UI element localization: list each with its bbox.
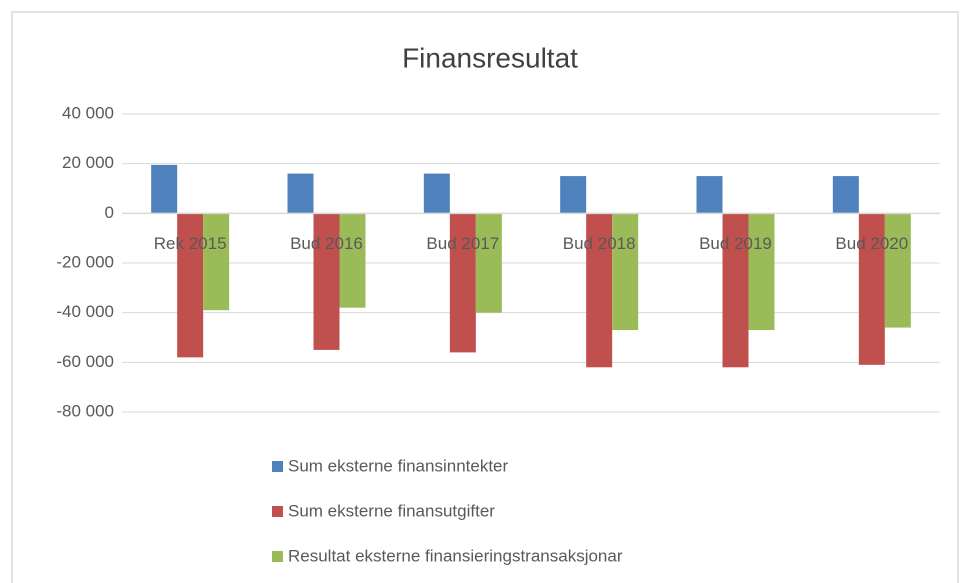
y-tick-label: -80 000 (56, 401, 114, 420)
bar (339, 213, 366, 308)
y-tick-label: 20 000 (62, 153, 114, 172)
chart-title: Finansresultat (402, 42, 578, 73)
bar (560, 176, 587, 214)
legend-swatch (272, 506, 283, 517)
bar (287, 173, 314, 214)
bar (722, 213, 749, 368)
legend-swatch (272, 461, 283, 472)
y-tick-label: -60 000 (56, 352, 114, 371)
y-tick-label: -40 000 (56, 302, 114, 321)
x-tick-label: Rek 2015 (154, 234, 227, 253)
bar (832, 176, 859, 214)
x-tick-label: Bud 2020 (835, 234, 908, 253)
bar (612, 213, 639, 331)
bar (177, 213, 204, 358)
bar (203, 213, 230, 311)
legend-label: Sum eksterne finansutgifter (288, 501, 495, 520)
x-tick-label: Bud 2018 (563, 234, 636, 253)
bar (748, 213, 775, 331)
bar (858, 213, 885, 365)
legend-label: Sum eksterne finansinntekter (288, 456, 509, 475)
bar (449, 213, 476, 353)
bar (313, 213, 340, 350)
y-tick-label: 0 (105, 203, 114, 222)
x-tick-label: Bud 2016 (290, 234, 363, 253)
bar (586, 213, 613, 368)
bar (884, 213, 911, 328)
x-tick-label: Bud 2017 (426, 234, 499, 253)
bar (696, 176, 723, 214)
bar (423, 173, 450, 214)
y-tick-label: -20 000 (56, 252, 114, 271)
legend-swatch (272, 551, 283, 562)
bar (475, 213, 502, 313)
x-tick-label: Bud 2019 (699, 234, 772, 253)
legend-label: Resultat eksterne finansieringstransaksj… (288, 546, 623, 565)
bar (151, 164, 178, 214)
y-tick-label: 40 000 (62, 103, 114, 122)
